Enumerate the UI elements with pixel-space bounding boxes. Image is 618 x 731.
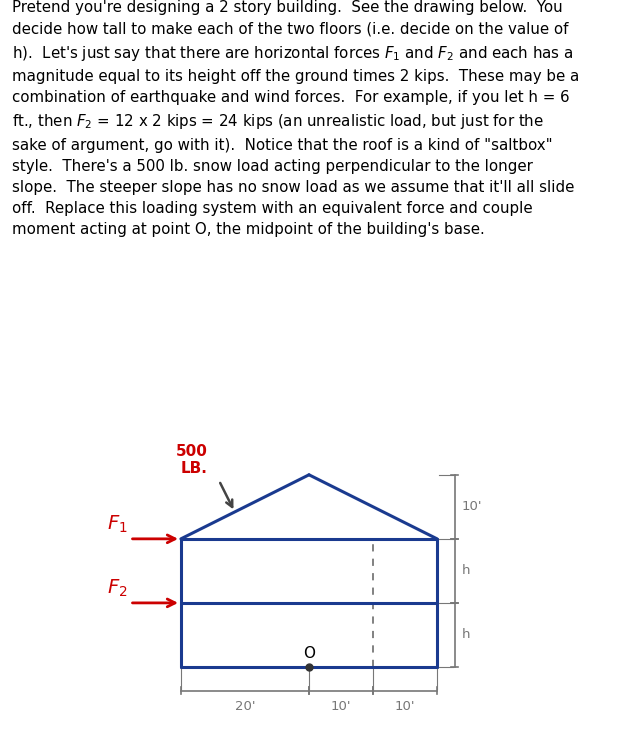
Text: h: h: [462, 629, 470, 641]
Text: 20': 20': [235, 700, 255, 713]
Text: 500
LB.: 500 LB.: [176, 444, 208, 476]
Text: Pretend you're designing a 2 story building.  See the drawing below.  You
decide: Pretend you're designing a 2 story build…: [12, 0, 580, 238]
Text: 10': 10': [331, 700, 351, 713]
Text: $F_1$: $F_1$: [106, 514, 127, 535]
Text: O: O: [303, 646, 315, 661]
Text: h: h: [462, 564, 470, 577]
Text: 10': 10': [395, 700, 415, 713]
Text: 10': 10': [462, 500, 482, 513]
Text: $F_2$: $F_2$: [107, 577, 127, 599]
